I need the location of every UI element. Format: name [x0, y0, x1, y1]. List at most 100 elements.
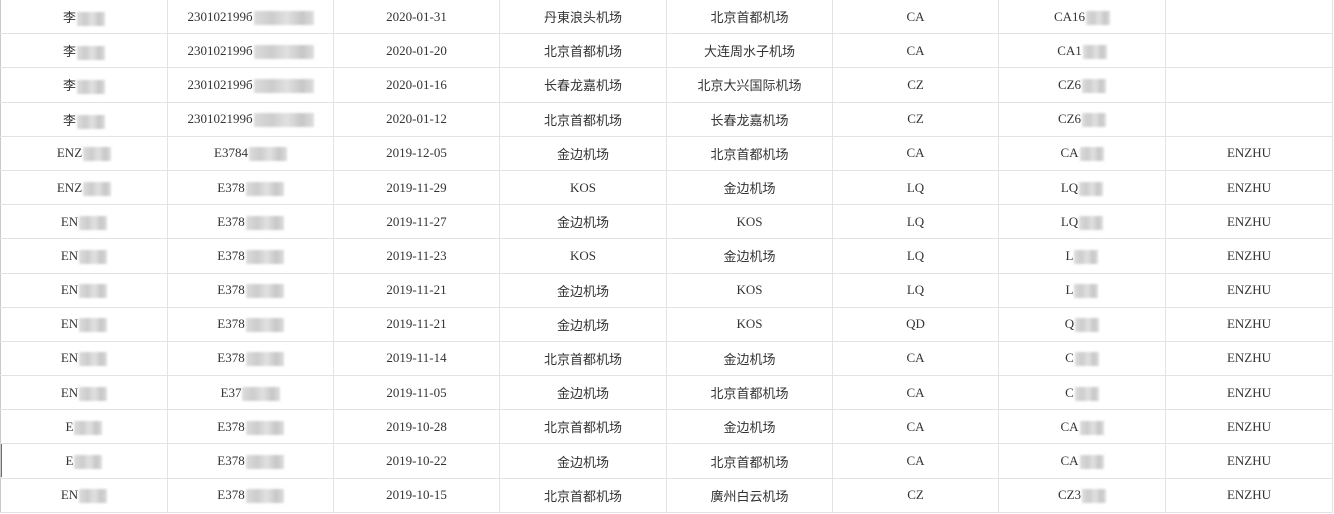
cell-airline[interactable]: CA	[832, 443, 999, 479]
cell-flight[interactable]: L	[998, 238, 1166, 274]
cell-pax[interactable]: ENZHU	[1165, 375, 1333, 411]
cell-pax[interactable]: ENZHU	[1165, 443, 1333, 479]
cell-id[interactable]: E3784	[167, 135, 334, 171]
cell-id[interactable]: E378	[167, 477, 334, 513]
cell-to[interactable]: 金边机场	[666, 238, 833, 274]
cell-pax[interactable]	[1165, 101, 1333, 137]
cell-airline[interactable]: CZ	[832, 67, 999, 103]
cell-from[interactable]: 北京首都机场	[499, 477, 667, 513]
cell-flight[interactable]: C	[998, 375, 1166, 411]
cell-to[interactable]: 北京首都机场	[666, 443, 833, 479]
cell-flight[interactable]: CA16	[998, 0, 1166, 35]
cell-pax[interactable]: ENZHU	[1165, 238, 1333, 274]
cell-flight[interactable]: LQ	[998, 169, 1166, 206]
cell-name[interactable]: ENZ	[0, 135, 168, 171]
cell-flight[interactable]: CZ6	[998, 101, 1166, 137]
cell-airline[interactable]: LQ	[832, 272, 999, 308]
cell-airline[interactable]: LQ	[832, 169, 999, 206]
cell-from[interactable]: 金边机场	[499, 443, 667, 479]
cell-date[interactable]: 2019-11-21	[333, 306, 500, 342]
cell-pax[interactable]	[1165, 33, 1333, 69]
cell-id[interactable]: E378	[167, 169, 334, 206]
cell-name[interactable]: 李	[0, 67, 168, 103]
cell-id[interactable]: E378	[167, 409, 334, 445]
cell-name[interactable]: 李	[0, 101, 168, 137]
cell-id[interactable]: E378	[167, 340, 334, 377]
cell-date[interactable]: 2019-11-23	[333, 238, 500, 274]
cell-name[interactable]: 李	[0, 0, 168, 35]
cell-to[interactable]: 金边机场	[666, 169, 833, 206]
cell-date[interactable]: 2019-11-21	[333, 272, 500, 308]
cell-to[interactable]: 北京大兴国际机场	[666, 67, 833, 103]
cell-to[interactable]: 廣州白云机场	[666, 477, 833, 513]
cell-id[interactable]: E378	[167, 443, 334, 479]
cell-flight[interactable]: CA1	[998, 33, 1166, 69]
cell-date[interactable]: 2019-10-28	[333, 409, 500, 445]
cell-to[interactable]: 北京首都机场	[666, 135, 833, 171]
cell-from[interactable]: 长春龙嘉机场	[499, 67, 667, 103]
cell-pax[interactable]: ENZHU	[1165, 477, 1333, 513]
cell-id[interactable]: 230102199б	[167, 0, 334, 35]
cell-to[interactable]: KOS	[666, 272, 833, 308]
cell-from[interactable]: 金边机场	[499, 272, 667, 308]
cell-flight[interactable]: C	[998, 340, 1166, 377]
cell-name[interactable]: EN	[0, 340, 168, 377]
cell-airline[interactable]: CZ	[832, 477, 999, 513]
cell-pax[interactable]: ENZHU	[1165, 409, 1333, 445]
cell-airline[interactable]: CA	[832, 0, 999, 35]
cell-flight[interactable]: CZ6	[998, 67, 1166, 103]
cell-name[interactable]: EN	[0, 477, 168, 513]
cell-pax[interactable]: ENZHU	[1165, 204, 1333, 240]
cell-from[interactable]: 金边机场	[499, 306, 667, 342]
cell-id[interactable]: E37	[167, 375, 334, 411]
cell-name[interactable]: 李	[0, 33, 168, 69]
cell-name[interactable]: EN	[0, 204, 168, 240]
cell-pax[interactable]: ENZHU	[1165, 306, 1333, 342]
cell-from[interactable]: 北京首都机场	[499, 101, 667, 137]
cell-airline[interactable]: LQ	[832, 204, 999, 240]
cell-date[interactable]: 2020-01-31	[333, 0, 500, 35]
cell-airline[interactable]: CA	[832, 409, 999, 445]
cell-airline[interactable]: LQ	[832, 238, 999, 274]
cell-id[interactable]: E378	[167, 306, 334, 342]
cell-date[interactable]: 2019-10-15	[333, 477, 500, 513]
cell-from[interactable]: 金边机场	[499, 204, 667, 240]
cell-airline[interactable]: CA	[832, 33, 999, 69]
cell-to[interactable]: 金边机场	[666, 340, 833, 377]
cell-from[interactable]: 金边机场	[499, 375, 667, 411]
cell-name[interactable]: EN	[0, 238, 168, 274]
cell-pax[interactable]: ENZHU	[1165, 169, 1333, 206]
cell-to[interactable]: KOS	[666, 204, 833, 240]
cell-to[interactable]: 长春龙嘉机场	[666, 101, 833, 137]
cell-flight[interactable]: LQ	[998, 204, 1166, 240]
cell-from[interactable]: 金边机场	[499, 135, 667, 171]
cell-name[interactable]: E	[0, 443, 168, 479]
cell-name[interactable]: EN	[0, 272, 168, 308]
cell-airline[interactable]: CA	[832, 375, 999, 411]
cell-id[interactable]: 230102199б	[167, 101, 334, 137]
cell-pax[interactable]: ENZHU	[1165, 135, 1333, 171]
cell-date[interactable]: 2019-11-05	[333, 375, 500, 411]
cell-pax[interactable]	[1165, 0, 1333, 35]
cell-pax[interactable]: ENZHU	[1165, 340, 1333, 377]
cell-date[interactable]: 2019-10-22	[333, 443, 500, 479]
cell-date[interactable]: 2020-01-20	[333, 33, 500, 69]
cell-airline[interactable]: CA	[832, 340, 999, 377]
cell-date[interactable]: 2019-12-05	[333, 135, 500, 171]
cell-id[interactable]: E378	[167, 238, 334, 274]
cell-name[interactable]: ENZ	[0, 169, 168, 206]
cell-airline[interactable]: CA	[832, 135, 999, 171]
cell-date[interactable]: 2019-11-29	[333, 169, 500, 206]
cell-pax[interactable]: ENZHU	[1165, 272, 1333, 308]
cell-to[interactable]: KOS	[666, 306, 833, 342]
cell-to[interactable]: 北京首都机场	[666, 375, 833, 411]
cell-flight[interactable]: L	[998, 272, 1166, 308]
cell-date[interactable]: 2020-01-12	[333, 101, 500, 137]
cell-name[interactable]: EN	[0, 375, 168, 411]
cell-flight[interactable]: CA	[998, 135, 1166, 171]
cell-from[interactable]: KOS	[499, 169, 667, 206]
cell-id[interactable]: E378	[167, 272, 334, 308]
cell-to[interactable]: 金边机场	[666, 409, 833, 445]
cell-id[interactable]: 230102199б	[167, 67, 334, 103]
cell-from[interactable]: KOS	[499, 238, 667, 274]
